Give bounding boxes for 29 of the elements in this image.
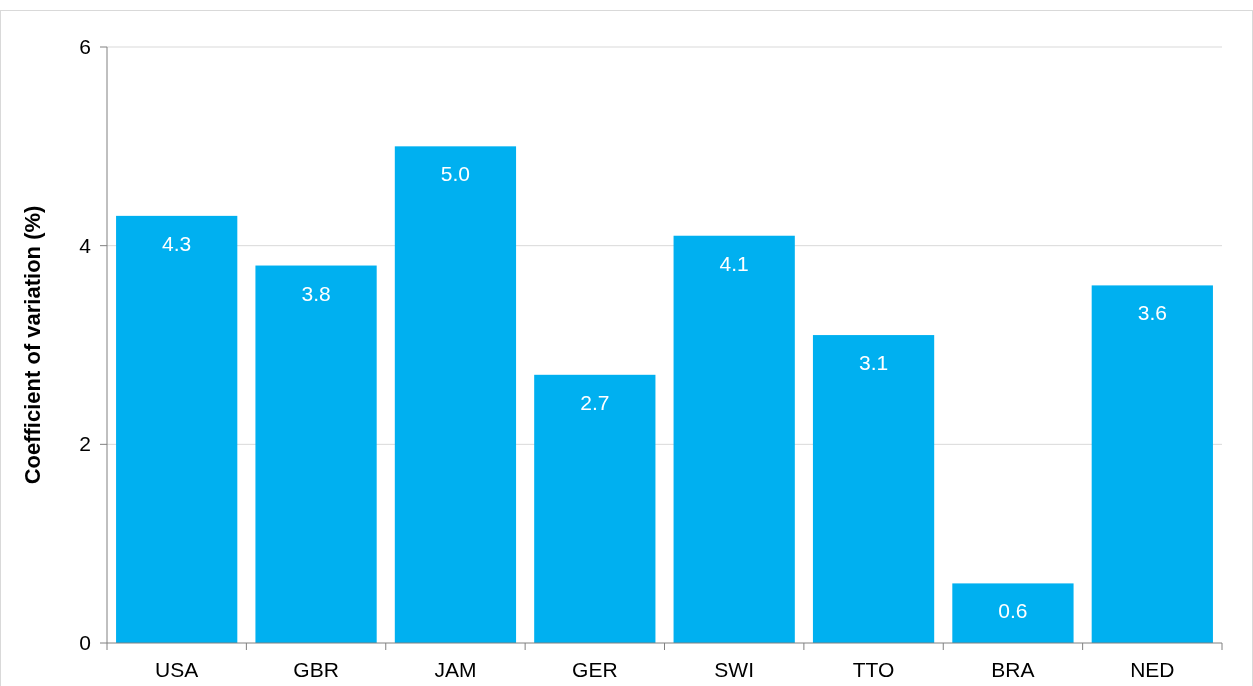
data-label: 3.6 [1137,301,1167,325]
bar [673,235,795,643]
x-tick-label: GBR [293,658,339,681]
x-tick-label: SWI [714,658,755,681]
bar [812,335,935,643]
data-label: 0.6 [998,599,1028,623]
data-label: 4.1 [719,251,749,275]
bar [1091,285,1213,643]
y-axis-title: Coefficient of variation (%) [20,205,45,485]
y-tick-label: 4 [79,233,92,257]
x-tick-label: GER [572,658,618,681]
x-tick-label: JAM [434,658,477,681]
data-label: 5.0 [440,162,471,186]
x-tick-label: BRA [991,658,1035,681]
data-label: 3.1 [858,351,889,375]
x-tick-label: USA [155,658,199,681]
data-label: 3.8 [301,281,331,305]
bar [952,583,1074,643]
y-tick-label: 0 [79,631,91,654]
y-tick-label: 6 [79,35,91,58]
bar [534,374,656,643]
bar [116,215,238,643]
x-tick-label: NED [1130,658,1175,681]
data-label: 2.7 [580,390,610,414]
x-tick-label: TTO [852,658,895,681]
data-label: 4.3 [162,231,192,255]
bar [255,265,377,643]
bar [394,146,517,643]
y-tick-label: 2 [79,432,91,456]
